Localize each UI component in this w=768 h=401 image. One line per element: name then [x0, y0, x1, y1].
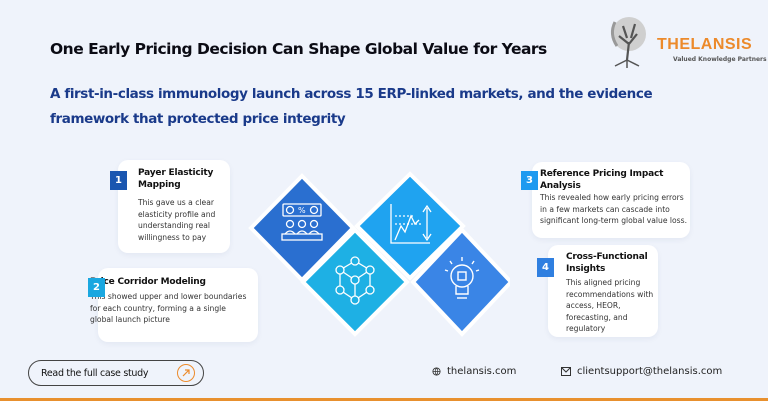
email-link[interactable]: clientsupport@thelansis.com: [561, 366, 722, 377]
page-title: One Early Pricing Decision Can Shape Glo…: [50, 40, 547, 58]
card-text: This gave us a clear elasticity profile …: [138, 198, 216, 242]
card-payer-elasticity: Payer Elasticity Mapping This gave us a …: [118, 160, 230, 253]
card-title: Price Corridor Modeling: [90, 277, 206, 287]
price-network-icon: [300, 227, 410, 337]
number-badge-4: 4: [537, 258, 554, 277]
logo-tagline: Valued Knowledge Partners: [673, 56, 767, 63]
reference-pricing-chart-icon: [354, 171, 466, 281]
card-text: This revealed how early pricing errors i…: [540, 193, 688, 225]
payer-group-icon: %: [248, 173, 356, 283]
tree-head-icon: [610, 17, 646, 68]
website-link[interactable]: thelansis.com: [432, 366, 516, 377]
subtitle: A first-in-class immunology launch acros…: [50, 86, 653, 127]
card-text: This showed upper and lower boundaries f…: [90, 292, 247, 324]
card-price-corridor: Price Corridor Modeling This showed uppe…: [90, 268, 258, 342]
arrow-up-right-icon: [177, 364, 195, 382]
website-text: thelansis.com: [447, 366, 517, 377]
card-title: Cross-Functional Insights: [566, 252, 648, 274]
number-badge-2: 2: [88, 278, 105, 297]
diamond-icon-grid: %: [248, 171, 510, 337]
mail-icon: [561, 367, 571, 376]
card-reference-pricing: Reference Pricing Impact Analysis This r…: [532, 162, 690, 238]
globe-icon: [432, 367, 441, 376]
lightbulb-gear-icon: [410, 227, 510, 337]
read-case-study-button[interactable]: Read the full case study: [28, 360, 204, 386]
email-text: clientsupport@thelansis.com: [577, 366, 723, 377]
card-title: Reference Pricing Impact Analysis: [540, 169, 664, 191]
bottom-accent-bar: [0, 398, 768, 401]
card-title: Payer Elasticity Mapping: [138, 168, 214, 190]
svg-text:%: %: [298, 206, 306, 215]
card-cross-functional: Cross-Functional Insights This aligned p…: [548, 245, 658, 337]
logo: THELANSIS Valued Knowledge Partners: [605, 14, 767, 70]
card-text: This aligned pricing recommendations wit…: [566, 278, 654, 333]
number-badge-1: 1: [110, 171, 127, 190]
logo-name: THELANSIS: [657, 36, 753, 53]
number-badge-3: 3: [521, 171, 538, 190]
cta-label: Read the full case study: [41, 367, 149, 379]
